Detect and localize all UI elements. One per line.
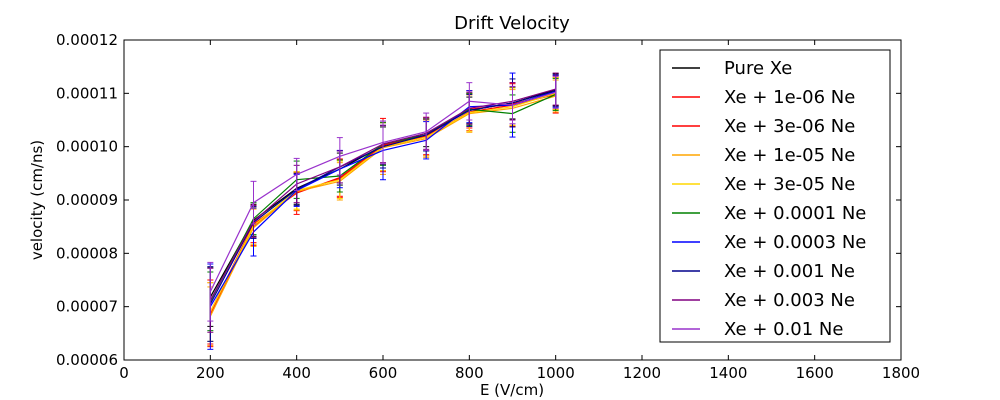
y-axis-label: velocity (cm/ns) [28, 140, 46, 260]
axes-frame [123, 39, 902, 361]
y-tick-label: 0.00006 [56, 351, 118, 369]
legend-box [659, 49, 891, 343]
y-tick-label: 0.00007 [56, 298, 118, 316]
legend-label: Xe + 0.01 Ne [724, 319, 843, 340]
legend: Pure Xe Xe + 1e-06 Ne Xe + 3e-06 Ne Xe + 1e… [659, 49, 891, 343]
x-tick-label: 1200 [623, 364, 661, 382]
legend-label: Xe + 3e-06 Ne [724, 116, 855, 137]
y-tick-label: 0.00012 [56, 31, 118, 49]
legend-label: Xe + 0.0001 Ne [724, 203, 866, 224]
x-tick-label: 1400 [709, 364, 747, 382]
legend-label: Xe + 1e-06 Ne [724, 87, 855, 108]
plot-area [207, 72, 559, 350]
x-tick-label: 1000 [537, 364, 575, 382]
y-tick-label: 0.00010 [56, 138, 118, 156]
x-tick-label: 1800 [882, 364, 920, 382]
legend-label: Xe + 0.001 Ne [724, 261, 855, 282]
x-tick-label: 400 [282, 364, 311, 382]
x-tick-label: 800 [455, 364, 484, 382]
y-tick-label: 0.00009 [56, 191, 118, 209]
y-tick-label: 0.00008 [56, 244, 118, 262]
legend-label: Xe + 0.003 Ne [724, 290, 855, 311]
x-tick-label: 200 [196, 364, 225, 382]
x-tick-label: 1600 [796, 364, 834, 382]
legend-label: Xe + 3e-05 Ne [724, 174, 855, 195]
chart-title: Drift Velocity [454, 13, 570, 34]
x-tick-label: 0 [119, 364, 129, 382]
legend-label: Xe + 0.0003 Ne [724, 232, 866, 253]
legend-label: Xe + 1e-05 Ne [724, 145, 855, 166]
y-tick-label: 0.00011 [56, 84, 118, 102]
x-axis-label: E (V/cm) [480, 381, 544, 399]
series-9 [207, 75, 559, 322]
x-tick-label: 600 [369, 364, 398, 382]
legend-label: Pure Xe [724, 58, 792, 79]
axis-ticks: 0 200 400 600 800 1000 1200 1400 1600 1800 0.00006… [56, 31, 920, 382]
